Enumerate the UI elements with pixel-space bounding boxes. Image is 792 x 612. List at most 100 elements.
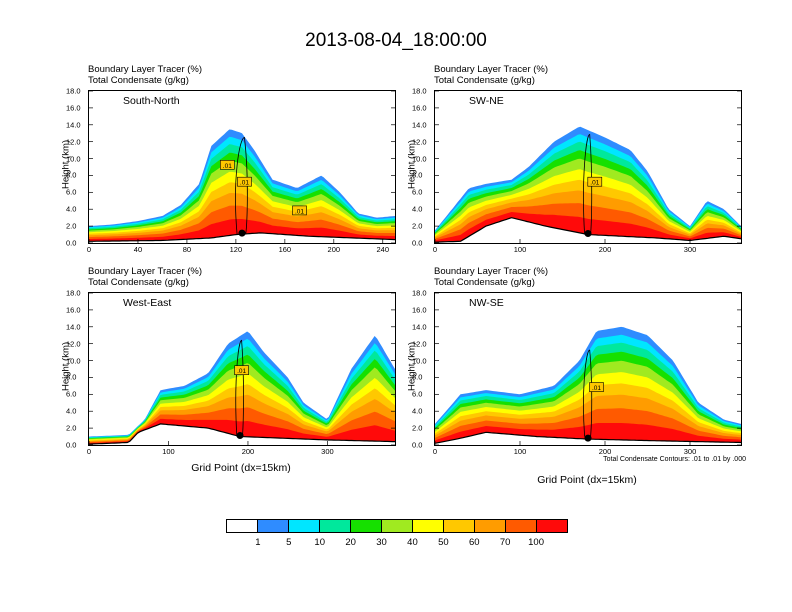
panel-label: NW-SE — [469, 297, 504, 309]
x-axis-label: Grid Point (dx=15km) — [537, 474, 637, 486]
colorbar-swatch — [351, 520, 382, 532]
cross-section-svg: .01 — [89, 293, 395, 445]
x-tick-label: 0 — [86, 245, 92, 254]
y-tick-label: 8.0 — [412, 372, 423, 382]
x-tick-label: 300 — [321, 447, 334, 456]
contour-label-box — [292, 205, 307, 216]
terrain-fill — [435, 432, 741, 445]
plot-area: .01 .01 .01 South-North — [88, 90, 396, 244]
panel-label: West-East — [123, 297, 172, 309]
y-tick-label: 14.0 — [66, 322, 81, 332]
cross-section-svg: .01 .01 .01 — [89, 91, 395, 243]
y-tick-label: 14.0 — [66, 120, 81, 130]
x-tick-label: 100 — [513, 447, 527, 456]
contour-label: .01 — [292, 205, 307, 216]
plot-area: .01 SW-NE — [434, 90, 742, 244]
x-tick-label: 300 — [683, 447, 697, 456]
y-tick-label: 16.0 — [412, 305, 427, 315]
y-tick-label: 4.0 — [412, 406, 423, 416]
cross-section-svg: .01 — [435, 293, 741, 445]
x-tick-label: 200 — [598, 447, 612, 456]
y-tick-label: 10.0 — [412, 154, 427, 164]
colorbar-label: 40 — [407, 537, 418, 548]
colorbar-label: 1 — [255, 537, 261, 548]
y-tick-label: 8.0 — [412, 170, 423, 180]
x-axis-label: Grid Point (dx=15km) — [191, 462, 291, 474]
terrain-fill — [435, 217, 741, 243]
variable-line-condensate: Total Condensate (g/kg) — [434, 75, 535, 86]
contour-label: .01 — [220, 160, 235, 170]
y-tick-label: 12.0 — [412, 339, 427, 349]
y-tick-label: 8.0 — [66, 372, 77, 382]
y-tick-label: 2.0 — [412, 423, 423, 433]
condensate-contour — [235, 339, 244, 437]
x-tick-label: 0 — [86, 447, 92, 456]
variable-line-condensate: Total Condensate (g/kg) — [88, 75, 189, 86]
cross-point-marker — [584, 434, 592, 442]
y-tick-label: 18.0 — [412, 288, 427, 298]
colorbar-swatch — [227, 520, 258, 532]
plot-area: .01 West-East — [88, 292, 396, 446]
y-tick-label: 2.0 — [412, 221, 423, 231]
x-tick-label: 0 — [432, 245, 438, 254]
contour-label: .01 — [589, 382, 604, 392]
cross-point-marker — [236, 432, 244, 440]
plot-area: .01 NW-SE — [434, 292, 742, 446]
colorbar-label: 10 — [314, 537, 326, 548]
colorbar-label: 5 — [286, 537, 292, 548]
panel-label: South-North — [123, 95, 180, 107]
variable-line-tracer: Boundary Layer Tracer (%) — [434, 266, 549, 277]
contour-label-text: .01 — [592, 385, 601, 392]
x-tick-label: 100 — [162, 447, 175, 456]
panel-west-east: Boundary Layer Tracer (%) Total Condensa… — [61, 266, 418, 476]
colorbar-swatch — [258, 520, 289, 532]
y-tick-label: 12.0 — [66, 339, 81, 349]
variable-line-condensate: Total Condensate (g/kg) — [434, 277, 535, 288]
y-tick-label: 14.0 — [412, 322, 427, 332]
panel-sw-ne: Boundary Layer Tracer (%) Total Condensa… — [407, 64, 764, 274]
x-tick-label: 240 — [376, 245, 390, 254]
y-tick-label: 16.0 — [66, 305, 81, 315]
variable-line-condensate: Total Condensate (g/kg) — [88, 277, 189, 288]
y-tick-label: 0.0 — [412, 440, 423, 450]
y-tick-label: 12.0 — [66, 137, 81, 147]
y-tick-label: 14.0 — [412, 120, 427, 130]
contour-label-box — [237, 176, 252, 187]
x-tick-label: 200 — [598, 245, 612, 254]
y-tick-label: 18.0 — [66, 288, 81, 298]
contour-label-box — [589, 382, 604, 392]
panel-south-north: Boundary Layer Tracer (%) Total Condensa… — [61, 64, 418, 274]
y-tick-label: 2.0 — [66, 423, 77, 433]
condensate-contour — [235, 137, 248, 235]
x-tick-label: 160 — [278, 245, 292, 254]
colorbar-swatch — [289, 520, 320, 532]
contour-label-text: .01 — [237, 368, 246, 375]
colorbar-swatch — [320, 520, 351, 532]
y-tick-label: 6.0 — [66, 187, 77, 197]
colorbar-label: 30 — [376, 537, 387, 548]
colorbar-swatch — [382, 520, 413, 532]
y-tick-label: 10.0 — [66, 154, 81, 164]
y-tick-label: 4.0 — [66, 204, 77, 214]
y-tick-label: 8.0 — [66, 170, 77, 180]
condensate-contour — [583, 133, 593, 235]
contour-label-box — [587, 176, 603, 187]
contour-label-text: .01 — [295, 208, 304, 215]
colorbar-label: 50 — [438, 537, 449, 548]
contour-label: .01 — [237, 176, 252, 187]
colorbar — [226, 519, 568, 533]
colorbar-swatch — [413, 520, 444, 532]
y-tick-label: 10.0 — [412, 356, 427, 366]
y-tick-label: 6.0 — [66, 389, 77, 399]
y-tick-label: 16.0 — [412, 103, 427, 113]
y-tick-label: 10.0 — [66, 356, 81, 366]
variable-line-tracer: Boundary Layer Tracer (%) — [88, 266, 203, 277]
x-tick-label: 200 — [327, 245, 341, 254]
condensate-contour — [583, 349, 593, 437]
x-tick-label: 100 — [513, 245, 527, 254]
colorbar-label: 100 — [528, 537, 545, 548]
colorbar-swatch — [444, 520, 475, 532]
x-tick-label: 120 — [229, 245, 243, 254]
y-tick-label: 18.0 — [412, 86, 427, 96]
variable-line-tracer: Boundary Layer Tracer (%) — [88, 64, 203, 75]
